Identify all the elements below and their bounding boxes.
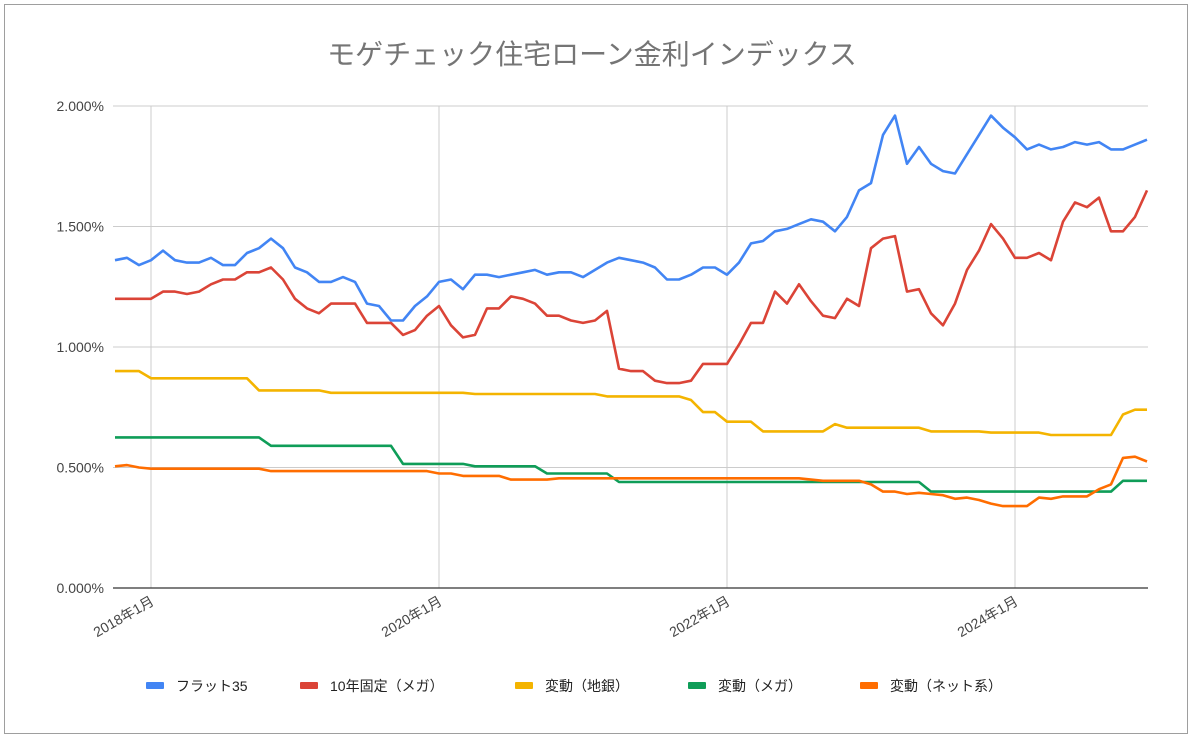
legend-item[interactable]: 変動（メガ） bbox=[688, 678, 802, 694]
legend-item[interactable]: 変動（地銀） bbox=[515, 678, 629, 694]
chart-title: モゲチェック住宅ローン金利インデックス bbox=[327, 39, 857, 70]
y-axis-ticks: 0.000% 0.500% 1.000% 1.500% 2.000% bbox=[57, 98, 104, 596]
series-line bbox=[115, 189, 1149, 385]
x-tick-label: 2018年1月 bbox=[91, 593, 157, 640]
y-tick-label: 1.000% bbox=[57, 339, 104, 355]
y-tick-label: 1.500% bbox=[57, 219, 104, 235]
chart-frame bbox=[4, 4, 1188, 734]
y-tick-label: 0.500% bbox=[57, 460, 104, 476]
series-lines bbox=[114, 114, 1149, 508]
legend: フラット35 10年固定（メガ） 変動（地銀） 変動（メガ） 変動（ネット系） bbox=[146, 678, 1002, 694]
legend-swatch bbox=[860, 682, 878, 689]
gridlines bbox=[113, 105, 1148, 588]
x-tick-label: 2020年1月 bbox=[379, 593, 445, 640]
y-tick-label: 0.000% bbox=[57, 580, 104, 596]
legend-swatch bbox=[300, 682, 318, 689]
x-tick-label: 2024年1月 bbox=[955, 593, 1021, 640]
series-line bbox=[114, 114, 1148, 322]
series-line bbox=[114, 455, 1148, 508]
legend-swatch bbox=[688, 682, 706, 689]
legend-item[interactable]: フラット35 bbox=[146, 678, 248, 694]
legend-label: 変動（地銀） bbox=[545, 678, 629, 694]
legend-swatch bbox=[515, 682, 533, 689]
legend-label: 変動（ネット系） bbox=[890, 678, 1002, 694]
legend-item[interactable]: 10年固定（メガ） bbox=[300, 678, 444, 694]
series-line bbox=[115, 436, 1147, 493]
x-axis-ticks: 2018年1月 2020年1月 2022年1月 2024年1月 bbox=[91, 593, 1021, 640]
legend-label: 10年固定（メガ） bbox=[330, 678, 444, 694]
legend-label: フラット35 bbox=[176, 678, 248, 694]
x-tick-label: 2022年1月 bbox=[667, 593, 733, 640]
legend-item[interactable]: 変動（ネット系） bbox=[860, 678, 1002, 694]
legend-swatch bbox=[146, 682, 164, 689]
y-tick-label: 2.000% bbox=[57, 98, 104, 114]
series-line bbox=[115, 369, 1147, 437]
legend-label: 変動（メガ） bbox=[718, 678, 802, 694]
